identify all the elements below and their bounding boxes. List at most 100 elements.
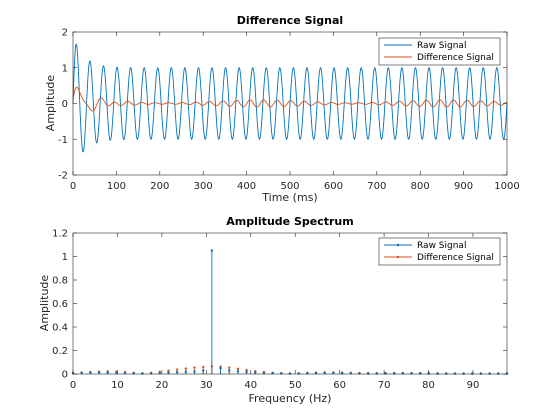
top-x-tick-label: 800 <box>411 181 430 192</box>
spectrum-marker-raw <box>97 371 101 374</box>
top-x-axis-label: Time (ms) <box>261 191 317 204</box>
spectrum-marker-diff <box>175 368 179 371</box>
spectrum-marker-diff <box>167 369 170 372</box>
spectrum-marker-raw <box>228 369 231 372</box>
top-tick-marks: 0 100 200 300 400 500 600 700 800 900 1000 -2 -1 0 1 2 <box>58 28 520 193</box>
spectrum-marker-raw <box>175 371 179 374</box>
top-legend-box <box>378 37 501 66</box>
bottom-y-tick-label: 0.4 <box>52 323 68 334</box>
bottom-y-tick-label: 0.2 <box>52 346 68 357</box>
spectrum-marker-raw <box>332 371 335 375</box>
bottom-tick-marks: 0 10 20 30 40 50 60 70 80 90 0 0.2 0.4 0.6 0.8 1 1.2 <box>52 229 507 391</box>
top-y-tick-label: -2 <box>58 171 68 182</box>
top-y-tick-label: 1 <box>62 63 68 74</box>
spectrum-marker-diff <box>245 368 248 372</box>
bottom-y-tick-label: 1.2 <box>52 229 68 240</box>
bottom-y-tick-label: 0.8 <box>52 276 68 287</box>
spectrum-marker-raw <box>488 372 491 375</box>
spectrum-marker-raw <box>193 370 196 373</box>
top-y-tick-label: -1 <box>58 135 68 146</box>
top-legend: Raw Signal Difference Signal <box>378 37 501 66</box>
top-x-tick-label: 600 <box>324 181 343 192</box>
raw-signal-line <box>72 43 508 153</box>
spectrum-marker-raw <box>89 371 92 374</box>
spectrum-marker-raw <box>210 249 214 252</box>
spectrum-marker-raw <box>436 372 439 375</box>
difference-signal-line <box>72 86 508 112</box>
bottom-chart-title: Amplitude Spectrum <box>226 215 353 228</box>
spectrum-marker-raw <box>384 372 387 375</box>
spectrum-marker-raw <box>479 372 483 375</box>
top-x-tick-label: 700 <box>367 181 386 192</box>
top-legend-diff-label: Difference Signal <box>417 53 494 63</box>
bottom-y-tick-label: 0 <box>62 370 68 381</box>
spectrum-marker-raw <box>262 371 266 375</box>
spectrum-marker-raw <box>141 372 144 375</box>
spectrum-marker-raw <box>115 371 118 375</box>
amplitude-spectrum-axes: 0 10 20 30 40 50 60 70 80 90 0 0.2 0.4 0.6 0.8 1 1.2 Amp… <box>38 215 509 405</box>
bottom-legend-diff-label: Difference Signal <box>417 253 494 263</box>
spectrum-marker-raw <box>427 372 431 375</box>
spectrum-marker-raw <box>497 372 500 375</box>
spectrum-marker-raw <box>167 371 170 374</box>
bottom-legend-marker-diff <box>396 255 400 259</box>
spectrum-marker-raw <box>453 372 457 375</box>
top-chart-title: Difference Signal <box>237 14 343 27</box>
spectrum-marker-diff <box>184 367 188 370</box>
spectrum-marker-raw <box>123 371 127 375</box>
spectrum-marker-raw <box>245 370 248 374</box>
spectrum-marker-raw <box>254 371 257 374</box>
bottom-x-tick-label: 60 <box>333 380 346 391</box>
bottom-x-tick-label: 50 <box>289 380 302 391</box>
top-series-lines <box>72 43 508 153</box>
top-x-tick-label: 0 <box>70 181 76 192</box>
spectrum-marker-raw <box>366 372 370 375</box>
bottom-x-tick-label: 30 <box>200 380 213 391</box>
top-x-tick-label: 100 <box>107 181 126 192</box>
spectrum-marker-diff <box>193 366 196 369</box>
top-x-tick-label: 500 <box>280 181 299 192</box>
bottom-legend-marker-raw <box>396 243 400 247</box>
bottom-legend: Raw Signal Difference Signal <box>378 237 501 266</box>
spectrum-marker-raw <box>158 371 161 375</box>
difference-signal-axes: 0 100 200 300 400 500 600 700 800 900 1000-2-1012 … <box>44 14 520 204</box>
spectrum-marker-raw <box>419 372 422 375</box>
bottom-x-axis-label: Frequency (Hz) <box>249 392 332 405</box>
spectrum-marker-raw <box>462 372 465 375</box>
spectrum-marker-raw <box>445 372 448 375</box>
spectrum-marker-raw <box>236 370 240 373</box>
bottom-legend-raw-label: Raw Signal <box>417 241 466 251</box>
top-x-tick-label: 900 <box>454 181 473 192</box>
spectrum-marker-raw <box>202 369 205 372</box>
bottom-x-tick-label: 10 <box>111 380 124 391</box>
bottom-x-tick-label: 40 <box>244 380 257 391</box>
spectrum-marker-raw <box>271 371 274 375</box>
bottom-y-tick-label: 0.6 <box>52 299 68 310</box>
spectrum-marker-diff <box>228 366 231 369</box>
spectrum-marker-raw <box>80 371 83 375</box>
bottom-x-tick-label: 0 <box>70 380 76 391</box>
top-legend-raw-label: Raw Signal <box>417 41 466 51</box>
top-x-tick-label: 200 <box>150 181 169 192</box>
spectrum-marker-raw <box>106 371 109 374</box>
top-x-tick-label: 1000 <box>494 181 519 192</box>
spectrum-marker-raw <box>184 370 188 374</box>
bottom-y-axis-label: Amplitude <box>38 275 51 332</box>
top-x-tick-label: 300 <box>194 181 213 192</box>
bottom-x-tick-label: 20 <box>156 380 169 391</box>
bottom-x-tick-label: 90 <box>467 380 480 391</box>
spectrum-marker-raw <box>219 366 222 370</box>
bottom-legend-box <box>378 237 501 266</box>
top-y-tick-label: 0 <box>62 99 68 110</box>
spectrum-marker-diff <box>236 367 240 371</box>
spectrum-marker-raw <box>288 372 292 375</box>
top-x-tick-label: 400 <box>237 181 256 192</box>
spectrum-marker-raw <box>375 372 378 375</box>
bottom-y-tick-label: 1 <box>62 252 68 263</box>
bottom-x-tick-label: 70 <box>378 380 391 391</box>
spectrum-marker-raw <box>323 371 326 375</box>
top-y-axis-label: Amplitude <box>44 75 57 132</box>
top-y-tick-label: 2 <box>62 28 68 39</box>
spectrum-marker-raw <box>297 372 300 375</box>
